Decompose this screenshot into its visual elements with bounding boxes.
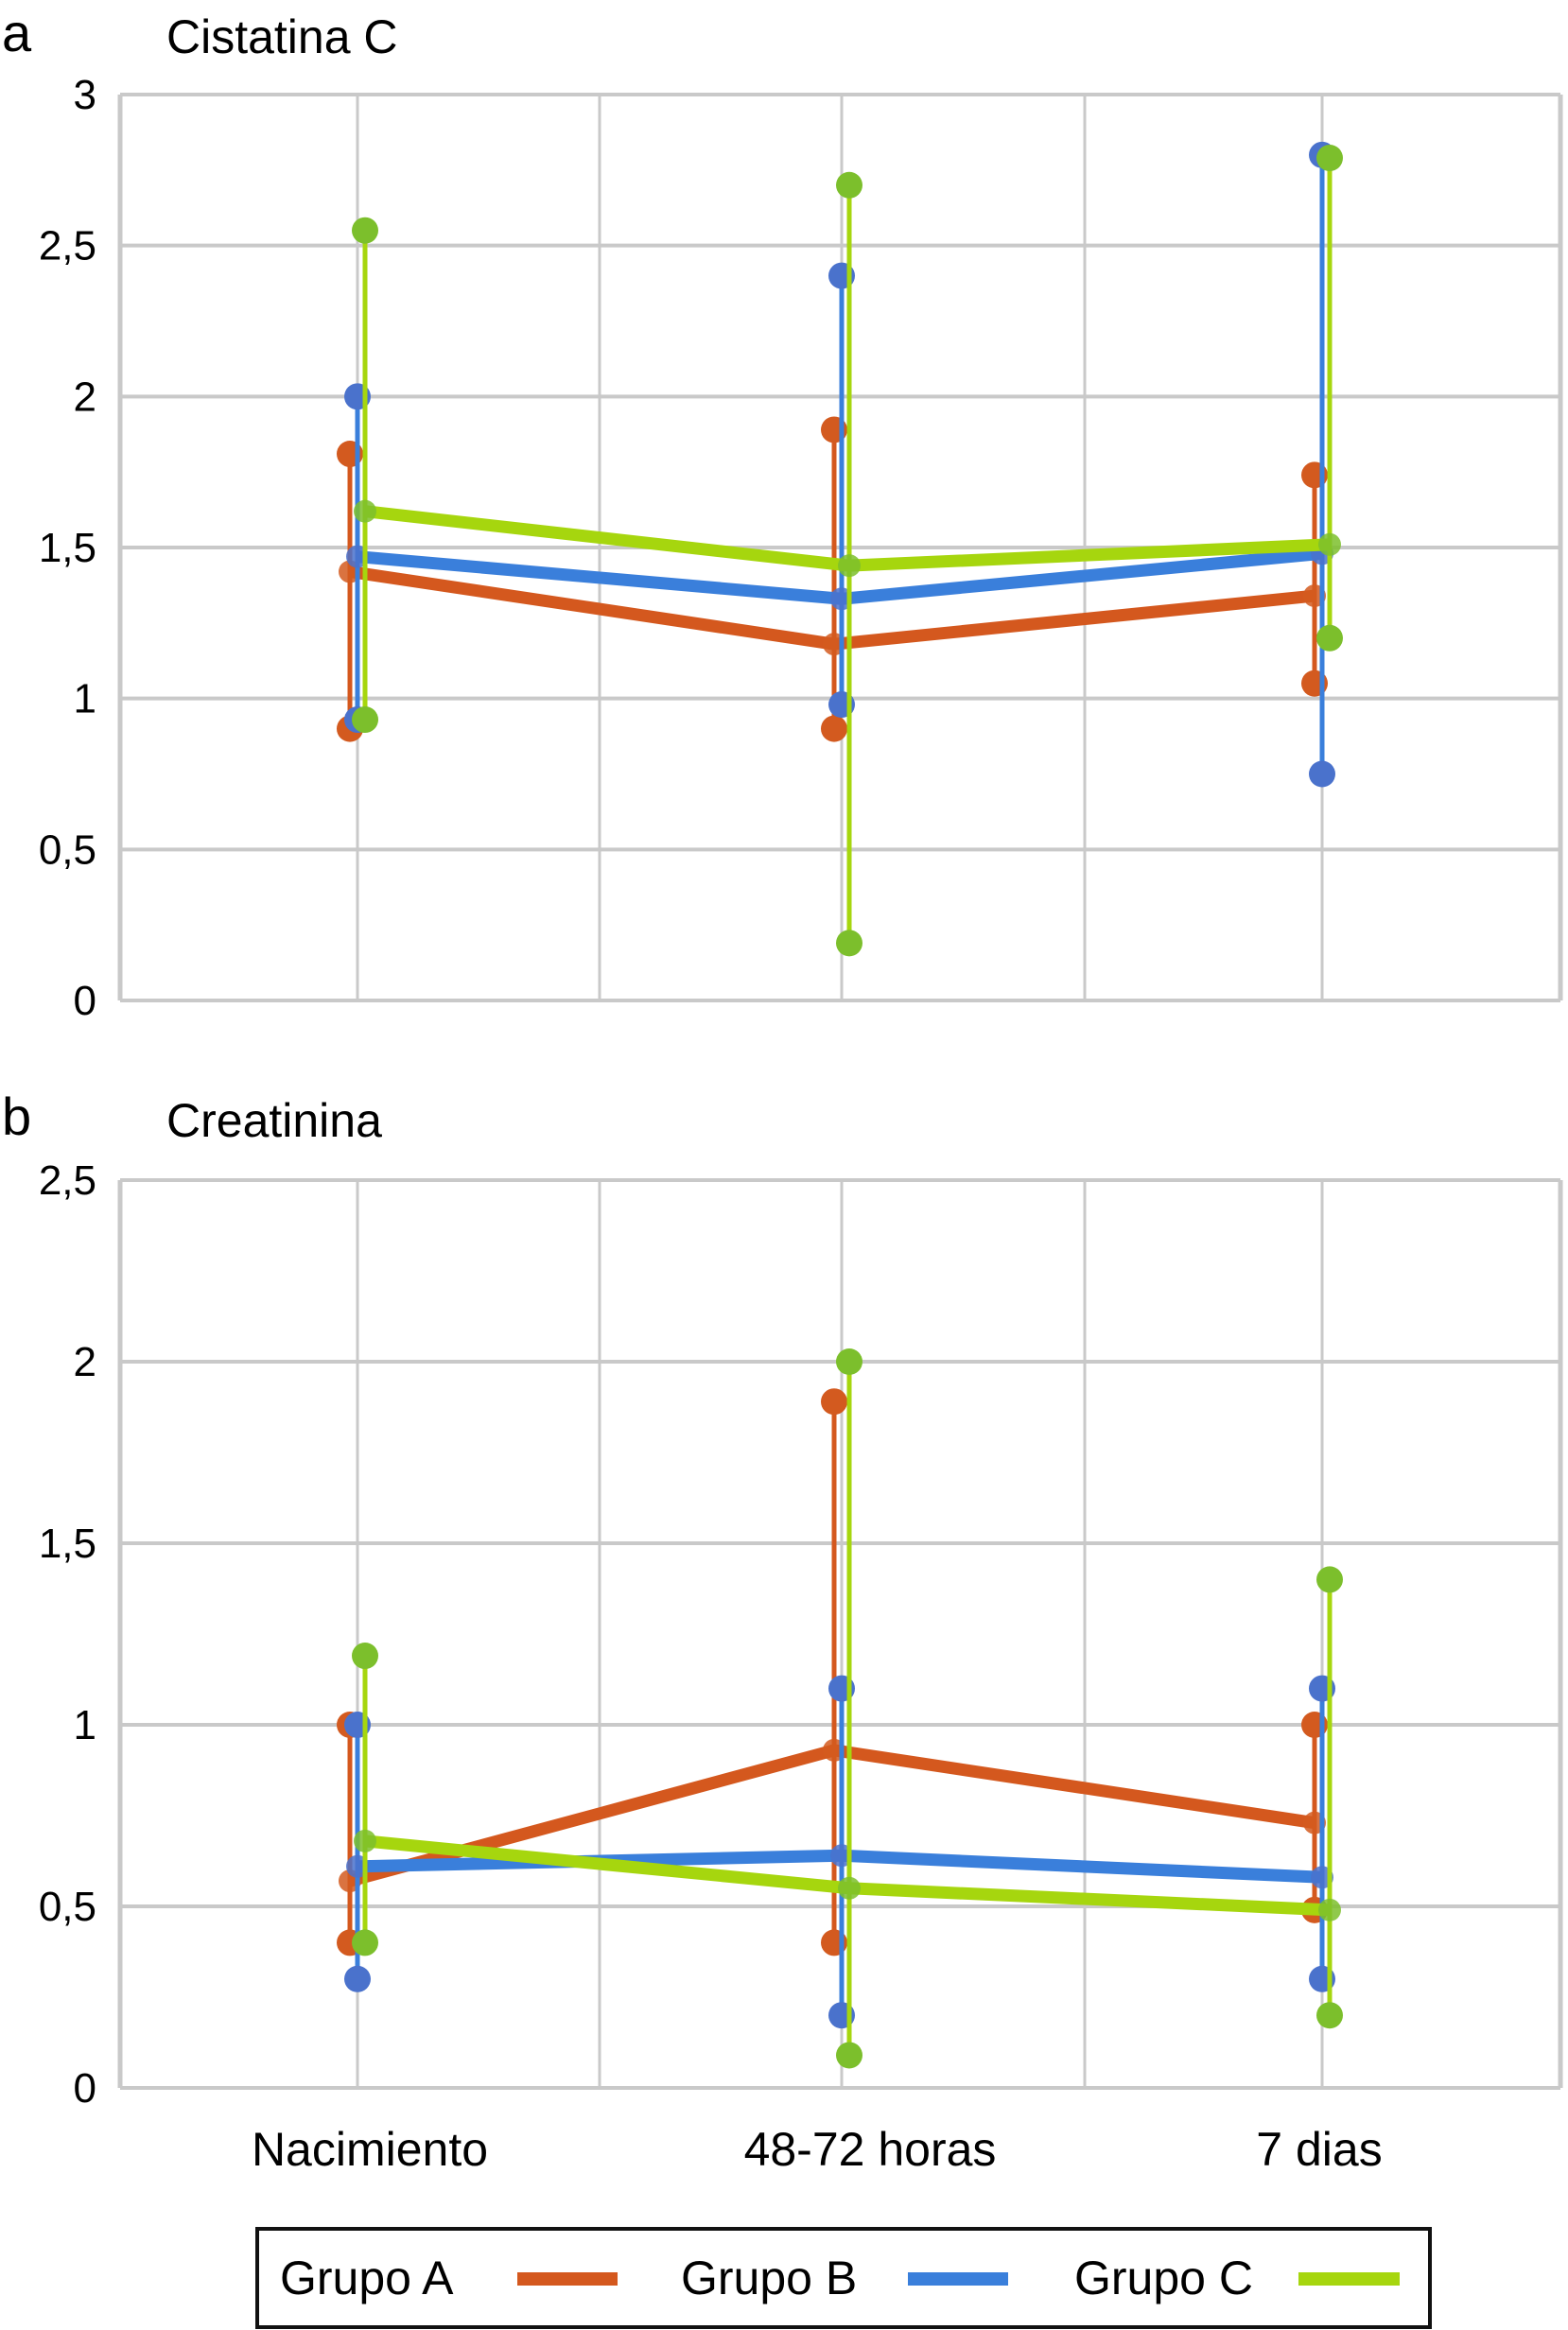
legend-label-grupo-c: Grupo C bbox=[1074, 2252, 1253, 2304]
mean-marker bbox=[838, 554, 861, 578]
min-marker bbox=[1309, 760, 1335, 788]
max-marker bbox=[836, 1348, 862, 1375]
series-grupo-a bbox=[337, 416, 1328, 742]
series-grupo-c bbox=[352, 145, 1343, 957]
legend-swatch-grupo-c bbox=[1298, 2272, 1400, 2286]
mean-marker bbox=[1318, 532, 1341, 556]
legend-swatch-grupo-a bbox=[517, 2272, 618, 2286]
mean-marker bbox=[354, 1829, 376, 1852]
max-marker bbox=[821, 1388, 847, 1416]
x-tick-label: Nacimiento bbox=[252, 2123, 488, 2176]
min-marker bbox=[352, 1929, 378, 1956]
x-tick-label: 48-72 horas bbox=[744, 2123, 997, 2176]
max-marker bbox=[352, 1643, 378, 1670]
y-tick-label: 0,5 bbox=[39, 826, 96, 873]
min-marker bbox=[836, 2042, 862, 2069]
panel-b-creatinina-chart: b Creatinina 0 0,5 1 1,5 2 2,5 Nacimiento 48-72 h… bbox=[2, 1087, 1563, 2176]
legend-box bbox=[255, 2227, 1432, 2329]
panel-letter: a bbox=[2, 3, 32, 62]
legend: Grupo A Grupo B Grupo C bbox=[255, 2227, 1432, 2329]
y-tick-label: 2,5 bbox=[39, 1157, 96, 1204]
y-tick-label: 0,5 bbox=[39, 1884, 96, 1930]
panel-a-cistatina-chart: a Cistatina C 0 0,5 1 1,5 2 2,5 3 bbox=[2, 3, 1563, 1024]
mean-marker bbox=[838, 1876, 861, 1900]
mean-marker bbox=[1318, 1898, 1341, 1921]
max-marker bbox=[1316, 145, 1343, 172]
min-marker bbox=[344, 1965, 371, 1992]
max-marker bbox=[1316, 1566, 1343, 1593]
min-marker bbox=[821, 715, 847, 742]
chart-title: Creatinina bbox=[166, 1094, 382, 1147]
y-tick-label: 3 bbox=[74, 72, 96, 118]
y-tick-label: 1,5 bbox=[39, 525, 96, 571]
y-tick-label: 1 bbox=[74, 1702, 96, 1748]
y-tick-label: 1,5 bbox=[39, 1521, 96, 1567]
y-tick-label: 2 bbox=[74, 374, 96, 420]
x-tick-label: 7 dias bbox=[1256, 2123, 1382, 2176]
mean-marker bbox=[354, 499, 376, 523]
min-marker bbox=[836, 930, 862, 957]
y-tick-label: 1 bbox=[74, 676, 96, 722]
legend-label-grupo-b: Grupo B bbox=[681, 2252, 857, 2304]
series-grupo-b bbox=[344, 141, 1335, 788]
panel-letter: b bbox=[2, 1087, 31, 1146]
series-grupo-c bbox=[352, 1348, 1343, 2069]
series-grupo-b bbox=[344, 1675, 1335, 2029]
y-tick-label: 2,5 bbox=[39, 223, 96, 270]
min-marker bbox=[352, 706, 378, 734]
legend-swatch-grupo-b bbox=[908, 2272, 1008, 2286]
max-marker bbox=[836, 171, 862, 199]
chart-title: Cistatina C bbox=[166, 10, 398, 63]
y-tick-label: 2 bbox=[74, 1339, 96, 1385]
max-marker bbox=[352, 217, 378, 244]
min-marker bbox=[1316, 624, 1343, 652]
y-tick-label: 0 bbox=[74, 978, 96, 1024]
y-tick-label: 0 bbox=[74, 2065, 96, 2112]
min-marker bbox=[1316, 2002, 1343, 2029]
legend-label-grupo-a: Grupo A bbox=[280, 2252, 454, 2304]
